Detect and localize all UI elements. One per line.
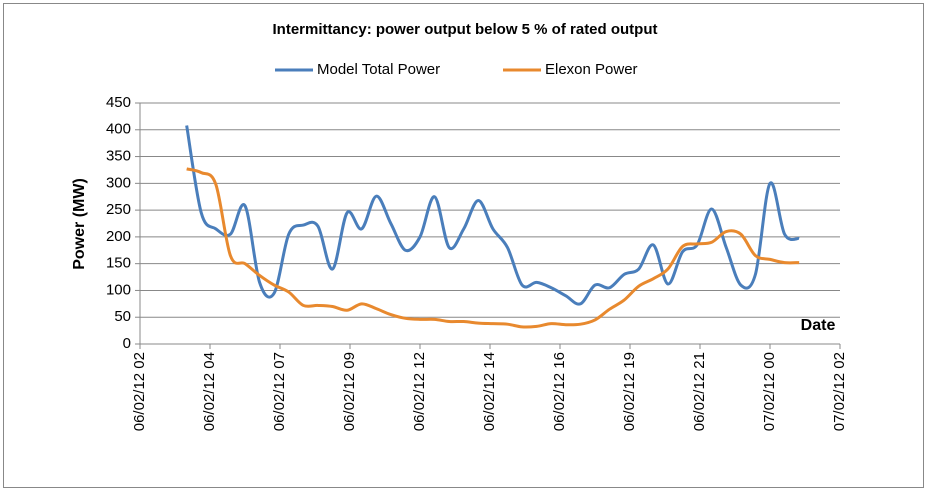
y-tick-label: 250 xyxy=(106,201,131,218)
x-axis-title: Date xyxy=(801,317,836,334)
chart-title: Intermittancy: power output below 5 % of… xyxy=(273,21,658,38)
chart-border xyxy=(3,3,924,488)
legend-label: Model Total Power xyxy=(317,61,440,78)
y-tick-label: 100 xyxy=(106,281,131,298)
x-tick-label: 06/02/12 16 xyxy=(551,352,568,431)
x-tick-label: 06/02/12 12 xyxy=(411,352,428,431)
x-tick-label: 06/02/12 04 xyxy=(201,352,218,431)
x-tick-label: 06/02/12 02 xyxy=(131,352,148,431)
y-tick-label: 450 xyxy=(106,94,131,111)
x-tick-label: 06/02/12 19 xyxy=(621,352,638,431)
y-tick-label: 400 xyxy=(106,121,131,138)
y-tick-label: 0 xyxy=(123,335,131,352)
x-tick-label: 06/02/12 09 xyxy=(341,352,358,431)
y-tick-label: 150 xyxy=(106,255,131,272)
x-tick-label: 07/02/12 02 xyxy=(831,352,848,431)
y-tick-label: 50 xyxy=(114,308,131,325)
x-tick-label: 06/02/12 07 xyxy=(271,352,288,431)
y-tick-label: 350 xyxy=(106,148,131,165)
series-line xyxy=(185,125,800,306)
x-tick-label: 06/02/12 14 xyxy=(481,352,498,431)
legend-label: Elexon Power xyxy=(545,61,638,78)
y-axis-title: Power (MW) xyxy=(71,178,88,270)
series-line xyxy=(186,167,800,329)
x-tick-label: 06/02/12 21 xyxy=(691,352,708,431)
y-tick-label: 300 xyxy=(106,174,131,191)
y-tick-label: 200 xyxy=(106,228,131,245)
x-tick-label: 07/02/12 00 xyxy=(761,352,778,431)
